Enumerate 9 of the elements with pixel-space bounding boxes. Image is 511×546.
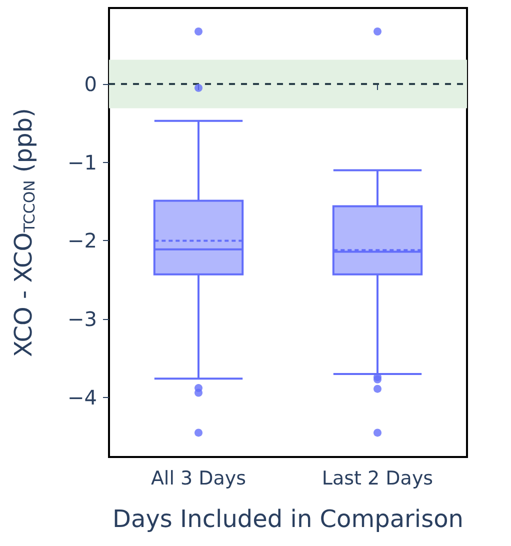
y-tick-label: −1	[68, 150, 97, 174]
y-tick-label: −2	[68, 228, 97, 253]
x-tick-label: Last 2 Days	[322, 468, 434, 490]
x-tick-label: All 3 Days	[150, 468, 246, 490]
y-tick-label: −4	[68, 385, 97, 410]
y-tick-label: 0	[84, 72, 97, 96]
x-axis-title: Days Included in Comparison	[112, 505, 464, 533]
y-tick-label: −3	[68, 307, 97, 332]
y-axis-title: XCO - XCOTCCON (ppb)	[10, 108, 38, 357]
